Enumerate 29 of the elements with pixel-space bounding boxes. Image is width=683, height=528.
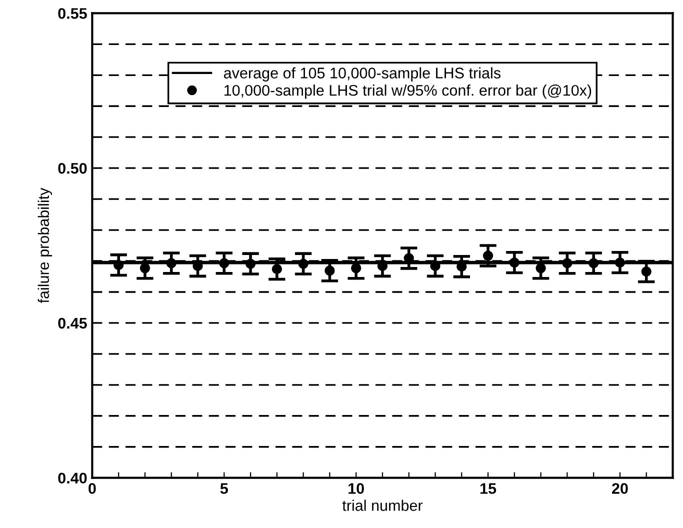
point bbox=[588, 258, 599, 268]
point bbox=[482, 250, 494, 261]
x-tick-label: 0 bbox=[88, 483, 96, 494]
legend-label: 10,000-sample LHS trial w/95% conf. error bar (@10x) bbox=[224, 84, 592, 99]
point bbox=[140, 263, 150, 274]
y-axis-title: failure probability bbox=[38, 188, 52, 304]
y-tick-label: 0.50 bbox=[58, 162, 87, 174]
legend-label: average of 105 10,000-sample LHS trials bbox=[224, 67, 500, 82]
point bbox=[166, 258, 176, 268]
point bbox=[614, 257, 626, 268]
point bbox=[509, 257, 520, 268]
point bbox=[245, 258, 256, 269]
point bbox=[272, 264, 282, 274]
x-tick-label: 20 bbox=[612, 483, 628, 494]
point bbox=[562, 258, 572, 268]
y-tick-label: 0.45 bbox=[58, 318, 87, 329]
y-tick-label: 0.40 bbox=[58, 472, 87, 484]
point bbox=[641, 266, 652, 277]
x-tick-label: 10 bbox=[348, 483, 364, 494]
point bbox=[114, 260, 124, 270]
point bbox=[536, 263, 546, 274]
point bbox=[324, 266, 335, 276]
x-tick-label: 5 bbox=[220, 483, 228, 494]
point bbox=[298, 258, 308, 269]
point bbox=[219, 258, 230, 268]
x-tick-label: 15 bbox=[480, 483, 496, 494]
point bbox=[351, 263, 362, 274]
y-tick-label: 0.55 bbox=[58, 8, 87, 19]
x-axis-title: trial number bbox=[342, 500, 423, 511]
